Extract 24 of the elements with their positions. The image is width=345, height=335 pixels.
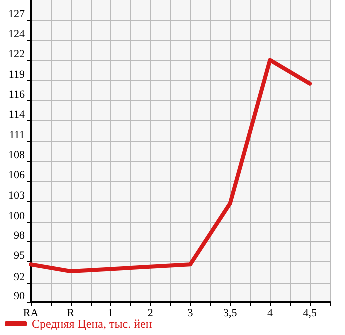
y-tick-label: 119: [8, 68, 26, 81]
x-tick-label: RA: [23, 308, 39, 320]
y-tick-label: 90: [14, 290, 26, 302]
x-tick-label: R: [67, 308, 76, 320]
y-tick-label: 98: [14, 230, 26, 242]
x-tick-label: 4: [267, 308, 274, 320]
y-tick-label: 122: [8, 48, 25, 61]
x-tick-label: 3: [188, 308, 194, 320]
y-tick-label: 92: [14, 272, 25, 284]
y-tick-label: 95: [14, 250, 26, 262]
y-tick-label: 100: [8, 210, 26, 222]
y-tick-label: 124: [8, 28, 26, 40]
x-tick-label: 4,5: [303, 308, 318, 320]
y-tick-label: 127: [8, 8, 26, 20]
y-tick-label: 106: [8, 170, 26, 182]
x-tick-label: 1: [108, 308, 114, 320]
y-tick-label: 111: [9, 129, 25, 142]
x-tick-label: 3,5: [223, 308, 238, 320]
x-tick-label: 2: [148, 308, 154, 320]
legend-label: Средняя Цена, тыс. йен: [32, 317, 153, 331]
y-tick-label: 116: [8, 88, 26, 101]
y-tick-label: 108: [8, 149, 26, 162]
y-tick-label: 103: [8, 190, 26, 202]
y-tick-label: 114: [8, 109, 26, 122]
